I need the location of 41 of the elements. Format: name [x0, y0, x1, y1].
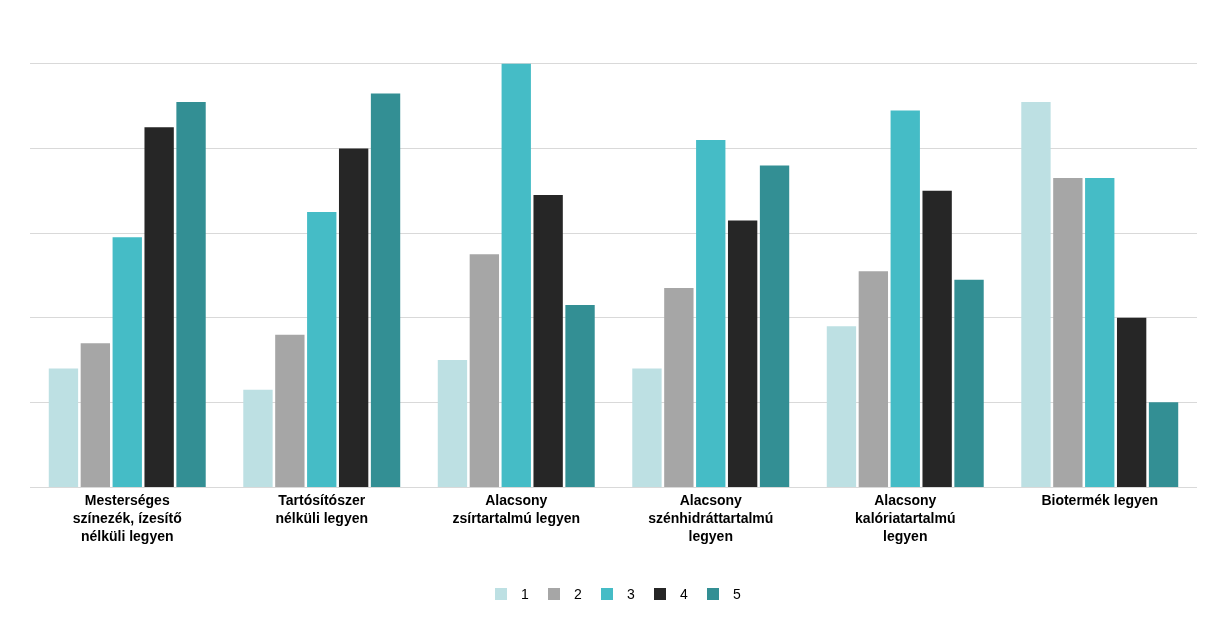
bar — [1116, 317, 1147, 487]
bar — [954, 279, 984, 487]
bar — [696, 140, 726, 487]
bar — [1053, 178, 1083, 487]
bar — [437, 360, 468, 487]
bar — [501, 63, 531, 487]
bar — [275, 334, 305, 487]
bar — [727, 220, 758, 487]
legend-label: 4 — [680, 586, 688, 603]
x-tick-label: Alacsony kalóriatartalmú legyen — [855, 491, 956, 545]
legend-label: 3 — [627, 586, 635, 603]
legend-label: 2 — [574, 586, 582, 603]
bar — [338, 148, 369, 487]
bar — [1085, 178, 1115, 487]
x-tick-label: Alacsony szénhidráttartalmú legyen — [648, 491, 774, 545]
bar — [632, 368, 662, 487]
legend-label: 5 — [733, 586, 741, 603]
bar — [48, 368, 79, 487]
x-tick-label: Biotermék legyen — [1041, 491, 1159, 508]
bar — [176, 101, 206, 487]
bar — [922, 190, 952, 487]
bar — [243, 389, 273, 487]
bar — [370, 93, 401, 487]
bar — [565, 305, 595, 487]
x-tick-label: Alacsony zsírtartalmú legyen — [452, 491, 581, 526]
bar — [1148, 402, 1179, 487]
bar — [1021, 101, 1051, 487]
bar — [469, 254, 500, 487]
bar — [664, 288, 694, 487]
bar — [890, 110, 920, 487]
x-tick-label: Tartósítószer nélküli legyen — [275, 491, 369, 526]
legend-label: 1 — [521, 586, 529, 603]
bar — [144, 127, 174, 487]
bar — [858, 271, 889, 487]
bar — [533, 195, 563, 487]
x-tick-label: Mesterséges színezék, ízesítő nélküli legyen — [72, 491, 182, 545]
bar — [307, 211, 337, 487]
bar — [826, 326, 857, 487]
bar — [112, 237, 142, 487]
bar — [80, 343, 111, 487]
bar — [759, 165, 790, 487]
